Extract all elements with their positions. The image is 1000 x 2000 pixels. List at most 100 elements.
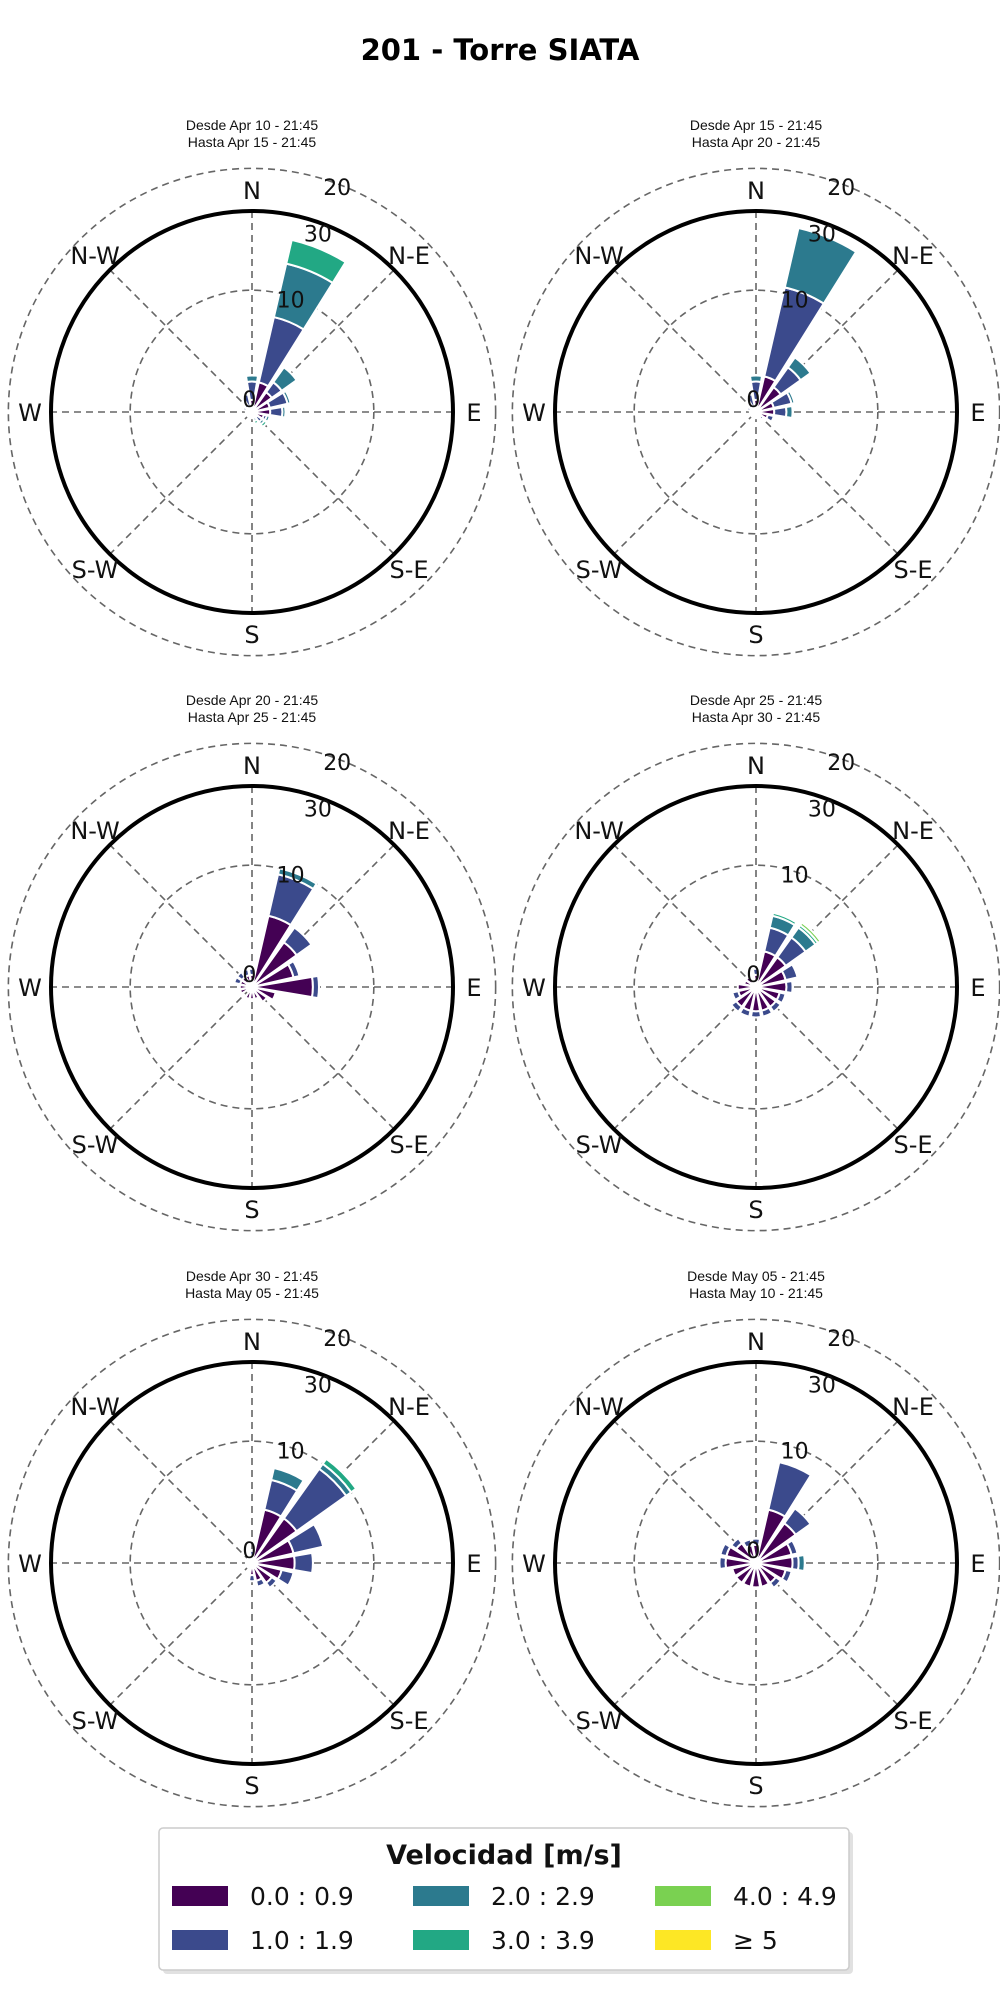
legend-swatch: [172, 1886, 228, 1906]
direction-label: N-E: [892, 242, 934, 270]
wind-bar: [783, 226, 858, 305]
wind-bar: [321, 1457, 358, 1494]
wind-bar: [259, 419, 269, 429]
direction-label: E: [970, 974, 985, 1002]
radial-tick-label: 30: [304, 223, 332, 248]
panel-subtitle: Hasta Apr 30 - 21:45: [692, 709, 821, 725]
direction-label: W: [18, 1550, 42, 1578]
direction-label: N-W: [574, 817, 623, 845]
wind-bar: [271, 365, 299, 393]
direction-label: S-W: [576, 556, 623, 584]
direction-label: N-W: [574, 242, 623, 270]
wind-bar: [286, 1522, 325, 1555]
wind-bar: [268, 405, 284, 419]
radial-gridline: [129, 1440, 375, 1686]
outer-circle: [49, 209, 455, 615]
direction-label: N-E: [388, 1393, 430, 1421]
wind-bar: [749, 1009, 763, 1019]
direction-label: N: [243, 177, 261, 205]
direction-label: W: [18, 974, 42, 1002]
direction-label: E: [466, 974, 481, 1002]
direction-label: S-W: [72, 1131, 119, 1159]
panel-subtitle: Desde May 05 - 21:45: [687, 1268, 825, 1284]
angular-gridline: [109, 269, 395, 555]
direction-label: S: [748, 1196, 763, 1224]
direction-label: W: [522, 974, 546, 1002]
panel-subtitle: Hasta Apr 20 - 21:45: [692, 134, 821, 150]
wind-bar: [768, 1575, 783, 1590]
direction-label: N: [747, 1328, 765, 1356]
legend-label: ≥ 5: [733, 1926, 778, 1955]
radial-tick-label: 10: [277, 1440, 305, 1465]
radial-tick-label: 30: [808, 223, 836, 248]
radial-tick-label: 0: [242, 388, 256, 413]
wind-bar: [286, 959, 301, 979]
wind-bar: [292, 1551, 314, 1575]
radial-tick-label: 0: [746, 388, 760, 413]
radial-tick-label: 20: [323, 1327, 351, 1352]
wind-bar: [729, 1536, 744, 1551]
wind-bar: [750, 1562, 762, 1589]
wind-bar: [768, 999, 783, 1014]
direction-label: N-E: [892, 817, 934, 845]
radial-tick-label: 0: [242, 963, 256, 988]
legend-swatch: [413, 1930, 469, 1950]
radial-tick-label: 20: [827, 751, 855, 776]
wind-bar: [785, 1539, 799, 1556]
panel-subtitle: Hasta Apr 15 - 21:45: [188, 134, 317, 150]
direction-label: S-E: [893, 1131, 932, 1159]
wind-bar: [744, 393, 756, 409]
direction-label: S-E: [389, 1707, 428, 1735]
wind-bar: [252, 418, 260, 426]
wind-bar: [750, 1537, 762, 1547]
radial-tick-label: 0: [746, 1539, 760, 1564]
direction-label: E: [970, 1550, 985, 1578]
direction-label: S: [244, 1772, 259, 1800]
wind-bar: [780, 1568, 793, 1584]
radial-gridline: [129, 864, 375, 1110]
direction-label: S: [244, 1196, 259, 1224]
direction-label: S-E: [893, 556, 932, 584]
radial-tick-label: 30: [808, 798, 836, 823]
angular-gridline: [613, 1420, 899, 1706]
angular-gridline: [109, 844, 395, 1130]
direction-label: E: [970, 399, 985, 427]
wind-bar: [247, 967, 257, 977]
wind-bar: [240, 968, 251, 979]
radial-gridline: [7, 1318, 497, 1808]
radial-tick-label: 20: [827, 1327, 855, 1352]
legend-label: 1.0 : 1.9: [250, 1926, 354, 1955]
wind-bar: [751, 979, 757, 988]
wind-bar: [736, 982, 757, 992]
direction-label: N-W: [70, 242, 119, 270]
radial-tick-label: 20: [323, 751, 351, 776]
radial-gridline: [633, 1440, 879, 1686]
direction-label: N: [747, 752, 765, 780]
legend-swatch: [655, 1886, 711, 1906]
wind-bar: [782, 1507, 812, 1537]
wind-bar: [731, 989, 742, 1002]
direction-label: S-W: [576, 1131, 623, 1159]
direction-label: S: [748, 621, 763, 649]
angular-gridline: [613, 844, 899, 1130]
wind-bar: [285, 238, 347, 285]
angular-gridline: [109, 1420, 395, 1706]
wind-bar: [785, 389, 796, 405]
outer-circle: [553, 784, 959, 1190]
direction-label: S-E: [389, 556, 428, 584]
direction-label: N: [243, 752, 261, 780]
wind-bar: [281, 389, 292, 405]
angular-gridline: [109, 269, 395, 555]
radial-tick-label: 0: [746, 963, 760, 988]
radial-tick-label: 20: [827, 176, 855, 201]
radial-tick-label: 0: [242, 1539, 256, 1564]
direction-label: N-W: [70, 817, 119, 845]
radial-gridline: [7, 742, 497, 1232]
radial-tick-label: 20: [323, 176, 351, 201]
angular-gridline: [613, 269, 899, 555]
